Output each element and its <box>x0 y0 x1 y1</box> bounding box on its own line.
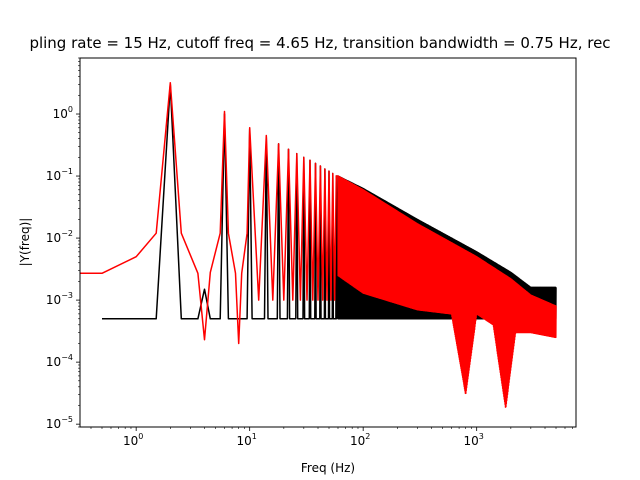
x-axis-label: Freq (Hz) <box>301 461 355 475</box>
x-tick-label: 102 <box>350 432 370 448</box>
y-tick-label: 10−1 <box>46 167 73 183</box>
axes-layer: 100 101 102 103 10−5 10−4 10−3 10−2 10−1 100 <box>46 57 573 448</box>
plot-frame <box>79 57 577 428</box>
chart-title: pling rate = 15 Hz, cutoff freq = 4.65 H… <box>29 34 610 52</box>
y-tick-label: 100 <box>53 105 73 121</box>
y-tick-label: 10−5 <box>46 415 73 431</box>
y-axis-label: |Y(freq)| <box>18 218 32 267</box>
series-2 <box>80 81 557 408</box>
y-tick-label: 10−4 <box>46 353 73 369</box>
y-tick-label: 10−3 <box>46 291 73 307</box>
series-layer <box>80 81 557 408</box>
x-tick-label: 103 <box>463 432 483 448</box>
y-tick-label: 10−2 <box>46 229 73 245</box>
x-tick-label: 100 <box>123 432 143 448</box>
x-tick-label: 101 <box>236 432 256 448</box>
series-2-line <box>80 81 557 408</box>
